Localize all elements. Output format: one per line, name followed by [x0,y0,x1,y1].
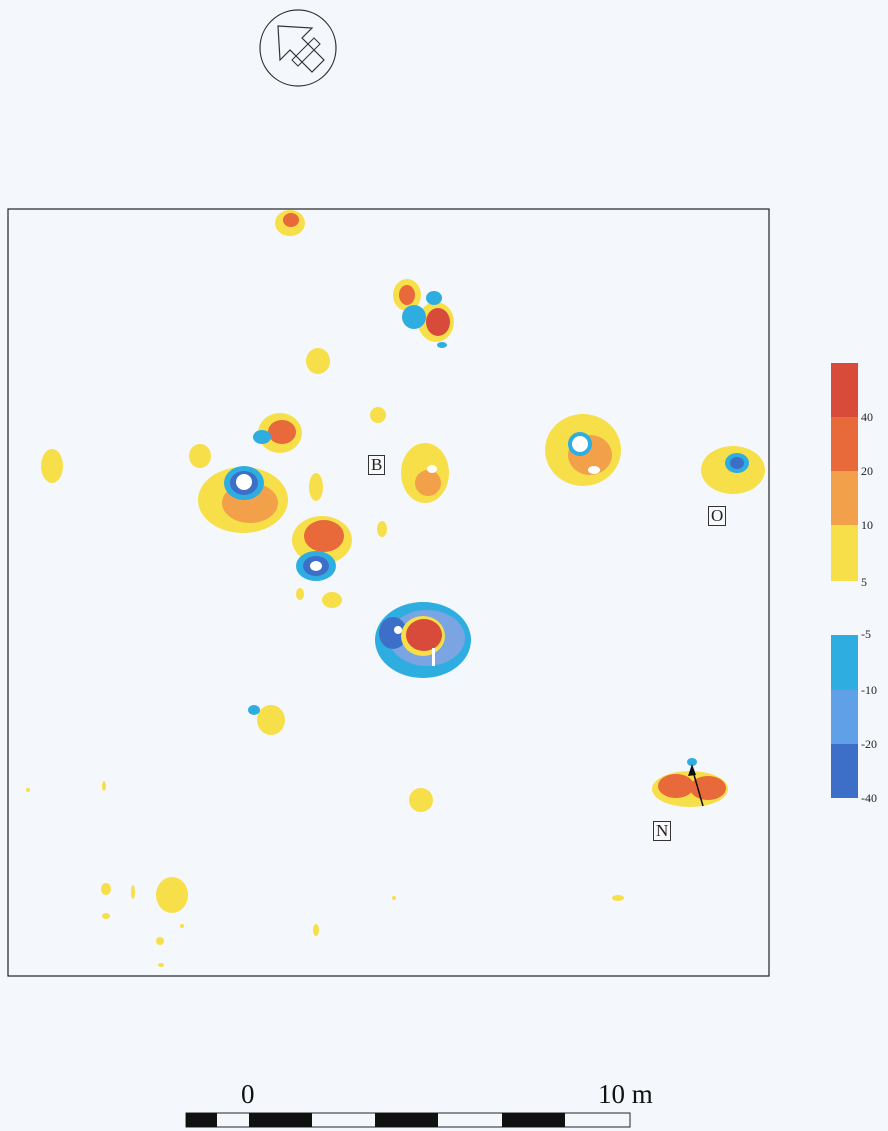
anomaly-small [189,444,211,468]
legend-tick-neg10: -10 [861,683,877,697]
anomaly-left-upper [253,413,302,453]
legend-tick-neg5: -5 [861,627,871,641]
north-arrow-icon [259,9,337,87]
legend-swatch [831,690,858,744]
anomaly-central [375,602,471,678]
legend-swatch [831,744,858,798]
anomaly-small [309,473,323,501]
legend-tick-neg20: -20 [861,737,877,751]
legend-swatch [831,363,858,417]
feature-label-o: O [708,506,727,526]
legend-tick-neg40: -40 [861,791,877,805]
anomaly-o [701,446,765,494]
anomaly-small [370,407,386,423]
legend-positive [831,363,858,581]
scale-bar [185,1112,631,1128]
scale-label-end: 10 m [598,1079,653,1109]
anomaly-upper-cluster [393,279,454,348]
legend-swatch [831,635,858,690]
arrowhead-icon [688,764,696,776]
anomaly-east [545,414,621,486]
survey-grid-frame [7,208,770,977]
anomaly-small [409,788,433,812]
anomaly-lower-left [248,705,285,735]
anomaly-small [296,588,304,600]
anomaly-n [652,758,728,807]
anomaly-top [275,210,305,236]
anomaly-small [41,449,63,483]
anomaly-specks [26,781,624,967]
anomalies [26,210,765,967]
scale-label-start: 0 [241,1079,255,1109]
feature-label-b: B [368,455,386,475]
legend-tick-10: 10 [861,518,873,532]
anomaly-b [401,443,449,503]
legend-negative [831,635,858,798]
legend-tick-5: 5 [861,575,867,589]
anomaly-small [322,592,342,608]
anomaly-left-main [198,466,288,533]
legend-swatch [831,471,858,525]
legend-tick-40: 40 [861,410,873,424]
anomaly-small [306,348,330,374]
feature-label-n: N [653,821,672,841]
anomaly-middle-left [292,516,352,581]
legend-swatch [831,525,858,581]
legend-tick-20: 20 [861,464,873,478]
anomaly-small [377,521,387,537]
legend-swatch [831,417,858,471]
